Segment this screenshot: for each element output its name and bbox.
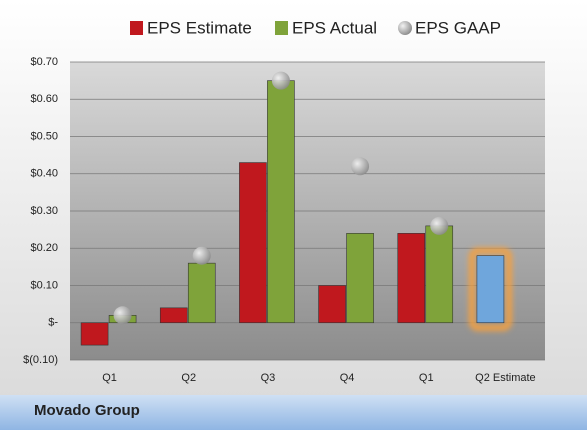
y-tick-label: $0.70 bbox=[30, 56, 58, 68]
gaap-marker bbox=[192, 246, 211, 265]
bar bbox=[318, 285, 346, 324]
legend-label: EPS GAAP bbox=[415, 18, 501, 37]
bar bbox=[397, 233, 426, 324]
y-tick-label: $0.60 bbox=[30, 93, 58, 105]
legend-label: EPS Estimate bbox=[147, 18, 252, 37]
x-tick-label: Q3 bbox=[261, 372, 276, 384]
y-tick-label: $- bbox=[48, 317, 58, 329]
x-tick-label: Q1 bbox=[419, 372, 434, 384]
gaap-marker bbox=[430, 216, 449, 235]
gaap-marker bbox=[271, 71, 290, 90]
legend-marker bbox=[398, 21, 412, 35]
bar bbox=[80, 322, 109, 346]
legend-label: EPS Actual bbox=[292, 18, 377, 37]
y-tick-label: $(0.10) bbox=[23, 354, 58, 366]
x-tick-label: Q4 bbox=[340, 372, 355, 384]
bar-glow bbox=[468, 247, 512, 331]
bar bbox=[476, 255, 505, 324]
y-tick-label: $0.10 bbox=[30, 279, 58, 291]
y-tick-label: $0.20 bbox=[30, 242, 58, 254]
x-tick-label: Q1 bbox=[102, 372, 117, 384]
bar bbox=[187, 262, 216, 324]
legend-marker bbox=[130, 21, 143, 35]
bar bbox=[239, 162, 267, 324]
bar bbox=[346, 233, 374, 324]
gaap-marker bbox=[351, 157, 370, 176]
legend-marker bbox=[275, 21, 288, 35]
x-tick-label: Q2 bbox=[181, 372, 196, 384]
bar bbox=[159, 307, 188, 324]
x-tick-label: Q2 Estimate bbox=[475, 372, 536, 384]
y-tick-label: $0.40 bbox=[30, 168, 58, 180]
footer-band bbox=[0, 395, 587, 430]
y-tick-label: $0.30 bbox=[30, 205, 58, 217]
y-tick-label: $0.50 bbox=[30, 130, 58, 142]
gaap-marker bbox=[113, 306, 132, 325]
bar bbox=[425, 225, 454, 324]
footer: Movado Group bbox=[34, 402, 140, 419]
bar bbox=[267, 80, 295, 324]
